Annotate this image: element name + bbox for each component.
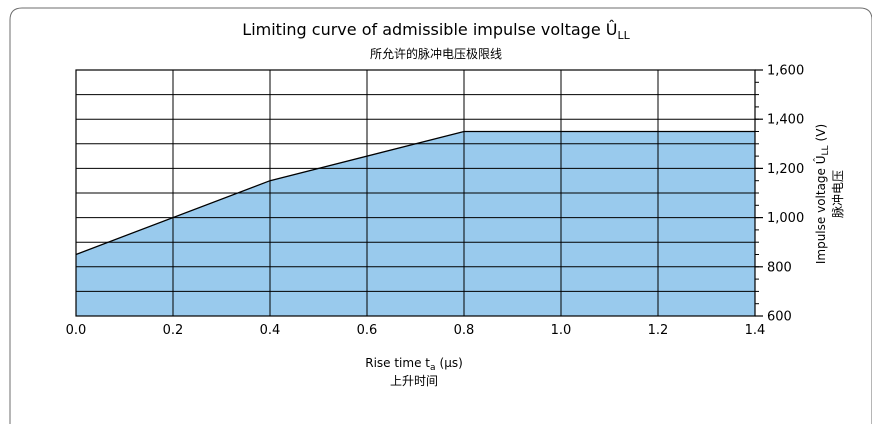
x-axis-title-group: Rise time ta (μs) 上升时间 [365, 356, 463, 388]
x-axis-subtitle: 上升时间 [390, 374, 438, 388]
plot-area: 0.0 0.2 0.4 0.6 0.8 1.0 1.2 1.4 600 800 1,000 1,20… [66, 64, 805, 339]
area-layer [75, 130, 755, 316]
x-tick-label-6: 1.2 [648, 323, 669, 338]
y-tick-label-3: 1,200 [767, 162, 804, 177]
y-axis-title: Impulse voltage ÛLL (V) [813, 124, 831, 264]
y-tick-label-1: 800 [767, 260, 792, 275]
x-axis-title-subscript: a [430, 363, 436, 373]
y-axis-subtitle: 脉冲电压 [830, 170, 845, 218]
y-tick-label-5: 1,600 [767, 64, 804, 79]
y-tick-label-0: 600 [767, 310, 792, 325]
x-tick-label-2: 0.4 [260, 323, 281, 338]
x-tick-label-5: 1.0 [551, 323, 572, 338]
x-axis-title-main: Rise time t [365, 356, 430, 370]
y-ticks: 600 800 1,000 1,200 1,400 1,600 [755, 64, 804, 325]
area-fill-series-0 [76, 131, 755, 316]
x-axis-title-unit: (μs) [440, 356, 463, 370]
y-axis-title-group: Impulse voltage ÛLL (V) 脉冲电压 [813, 124, 845, 264]
x-axis-title: Rise time ta (μs) [365, 356, 463, 373]
y-axis-title-unit: (V) [814, 124, 828, 142]
x-tick-label-4: 0.8 [454, 323, 475, 338]
chart-subtitle: 所允许的脉冲电压极限线 [370, 46, 502, 61]
y-tick-label-2: 1,000 [767, 211, 804, 226]
chart-title-subscript: LL [617, 29, 630, 42]
chart-title-main: Limiting curve of admissible impulse vol… [242, 20, 617, 39]
y-axis-title-main: Impulse voltage Û [813, 155, 828, 264]
x-tick-label-7: 1.4 [745, 323, 766, 338]
x-tick-label-1: 0.2 [163, 323, 184, 338]
x-ticks: 0.0 0.2 0.4 0.6 0.8 1.0 1.2 1.4 [66, 323, 766, 338]
y-axis-title-subscript: LL [821, 145, 831, 155]
x-tick-label-0: 0.0 [66, 323, 87, 338]
x-tick-label-3: 0.6 [357, 323, 378, 338]
card-border [9, 7, 872, 424]
y-tick-label-4: 1,400 [767, 113, 804, 128]
chart-title-group: Limiting curve of admissible impulse vol… [242, 20, 630, 61]
chart-title: Limiting curve of admissible impulse vol… [242, 20, 630, 42]
